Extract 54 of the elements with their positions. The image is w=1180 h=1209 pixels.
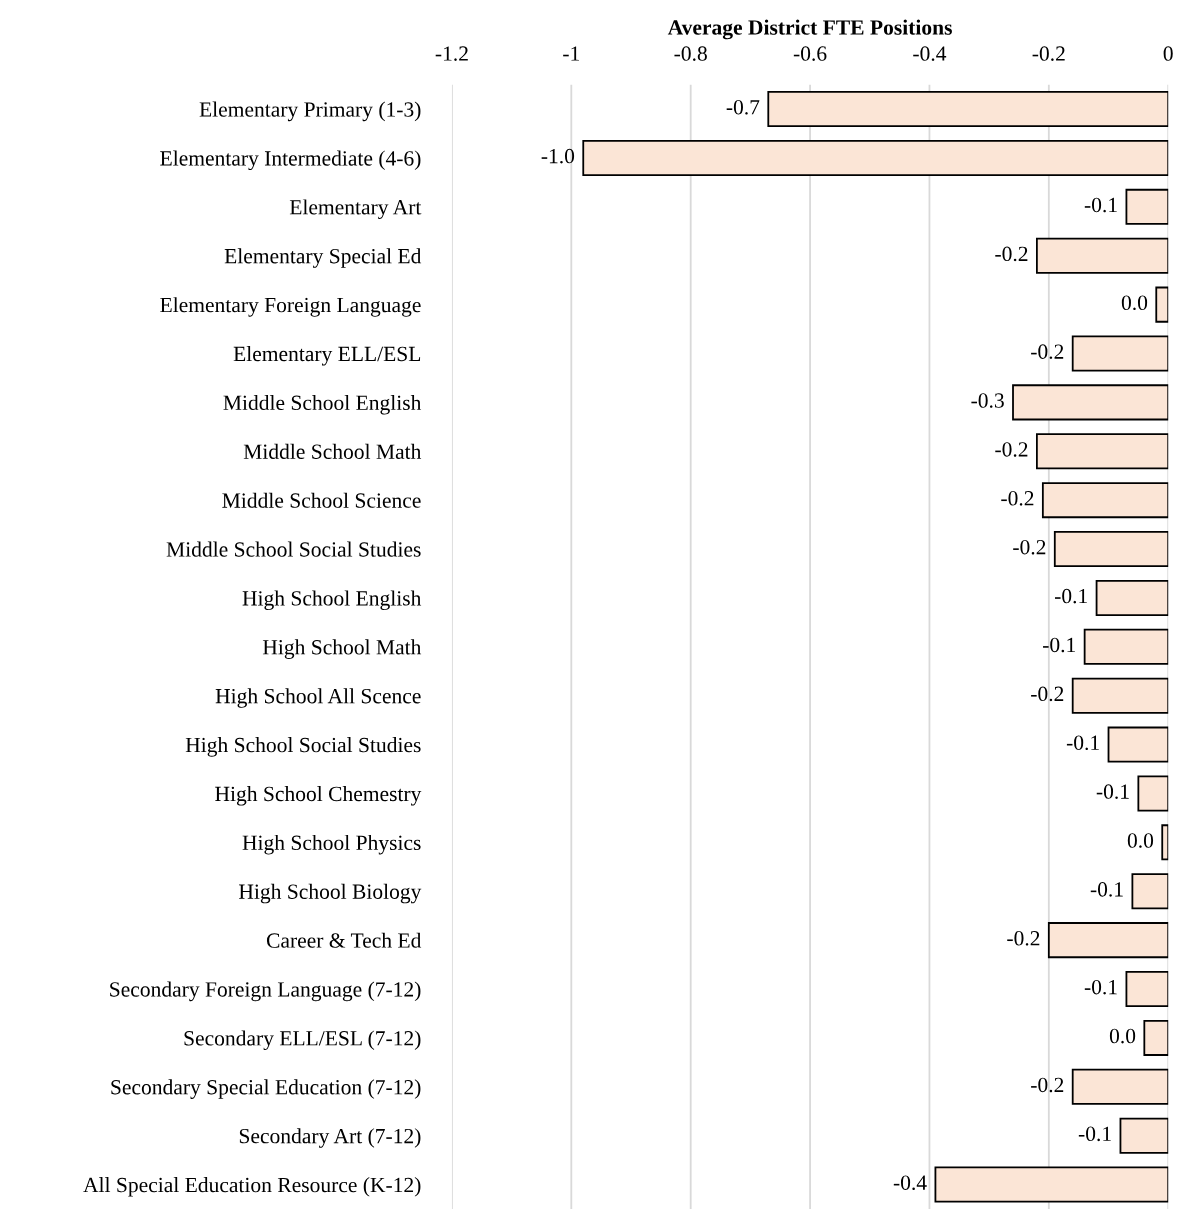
x-tick-label: -0.2 <box>1032 46 1065 61</box>
y-tick-label: High School Biology <box>239 883 422 904</box>
x-tick-label: -0.6 <box>793 46 827 61</box>
data-label: -0.4 <box>893 1175 927 1191</box>
data-label: -0.2 <box>995 442 1028 457</box>
y-tick-label: High School English <box>242 590 422 611</box>
x-tick-label: -1.2 <box>435 46 468 61</box>
data-label: -0.2 <box>1007 930 1040 946</box>
y-tick-label: High School Physics <box>242 834 421 855</box>
data-label: -0.2 <box>1031 1077 1064 1093</box>
y-tick-label: Elementary Foreign Language <box>160 297 421 317</box>
y-tick-label: Middle School Math <box>243 443 422 459</box>
x-tick-label: -0.4 <box>913 46 947 61</box>
y-tick-label: Elementary Intermediate (4-6) <box>160 150 421 171</box>
data-label: -0.2 <box>995 246 1028 262</box>
data-label: -0.7 <box>726 99 760 115</box>
data-label: -0.2 <box>1031 344 1064 359</box>
data-label: -1.0 <box>541 148 575 164</box>
y-tick-label: Career & Tech Ed <box>266 932 422 948</box>
y-tick-label: Elementary Primary (1-3) <box>199 101 421 122</box>
y-tick-label: Elementary ELL/ESL <box>233 346 421 366</box>
data-label: 0.0 <box>1109 1028 1136 1044</box>
data-label: -0.1 <box>1096 784 1129 799</box>
y-tick-label: All Special Education Resource (K-12) <box>83 1177 421 1197</box>
y-tick-label: Secondary Foreign Language (7-12) <box>110 981 421 1002</box>
y-tick-label: Elementary Special Ed <box>224 248 422 268</box>
y-tick-label: High School Math <box>262 639 422 659</box>
x-tick-label: -0.8 <box>674 46 707 61</box>
x-axis-title: Average District FTE Positions <box>667 19 952 40</box>
x-tick-label: -1 <box>563 46 579 61</box>
y-tick-label: Middle School Science <box>222 492 421 508</box>
data-label: -0.1 <box>1066 735 1099 751</box>
y-tick-label: High School Chemestry <box>215 786 422 806</box>
x-tick-label: 0 <box>1163 46 1173 61</box>
data-label: -0.3 <box>971 393 1004 408</box>
data-label: 0.0 <box>1121 295 1148 311</box>
data-label: -0.2 <box>1013 539 1046 555</box>
y-tick-label: Secondary Art (7-12) <box>239 1128 421 1148</box>
data-label: -0.1 <box>1078 1126 1111 1142</box>
data-label: -0.1 <box>1084 197 1117 213</box>
data-label: -0.1 <box>1090 882 1123 897</box>
y-tick-label: Middle School Social Studies <box>166 541 421 557</box>
y-tick-label: Secondary ELL/ESL (7-12) <box>184 1030 421 1051</box>
y-tick-label: Middle School English <box>223 394 422 415</box>
data-label: -0.1 <box>1054 588 1087 604</box>
y-tick-label: High School Social Studies <box>185 737 421 757</box>
data-label: -0.1 <box>1084 979 1117 995</box>
y-tick-label: Elementary Art <box>289 199 422 219</box>
y-tick-label: High School All Scence <box>215 688 421 708</box>
data-label: 0.0 <box>1127 833 1154 848</box>
data-label: -0.2 <box>1031 686 1064 702</box>
data-label: -0.2 <box>1001 491 1034 506</box>
y-tick-label: Secondary Special Education (7-12) <box>111 1079 421 1099</box>
data-label: -0.1 <box>1043 637 1076 653</box>
